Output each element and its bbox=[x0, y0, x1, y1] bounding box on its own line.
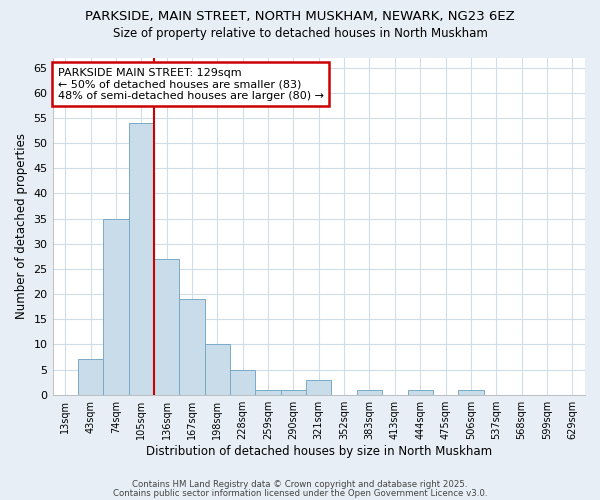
Bar bbox=[281, 390, 306, 394]
Bar bbox=[179, 299, 205, 394]
Text: Size of property relative to detached houses in North Muskham: Size of property relative to detached ho… bbox=[113, 28, 487, 40]
Text: PARKSIDE, MAIN STREET, NORTH MUSKHAM, NEWARK, NG23 6EZ: PARKSIDE, MAIN STREET, NORTH MUSKHAM, NE… bbox=[85, 10, 515, 23]
Bar bbox=[256, 390, 281, 394]
Text: Contains HM Land Registry data © Crown copyright and database right 2025.: Contains HM Land Registry data © Crown c… bbox=[132, 480, 468, 489]
Bar bbox=[103, 218, 128, 394]
Bar bbox=[230, 370, 256, 394]
Bar bbox=[458, 390, 484, 394]
Y-axis label: Number of detached properties: Number of detached properties bbox=[15, 133, 28, 319]
Bar bbox=[154, 259, 179, 394]
Text: PARKSIDE MAIN STREET: 129sqm
← 50% of detached houses are smaller (83)
48% of se: PARKSIDE MAIN STREET: 129sqm ← 50% of de… bbox=[58, 68, 324, 101]
Bar bbox=[357, 390, 382, 394]
Bar bbox=[306, 380, 331, 394]
Text: Contains public sector information licensed under the Open Government Licence v3: Contains public sector information licen… bbox=[113, 489, 487, 498]
Bar bbox=[205, 344, 230, 395]
X-axis label: Distribution of detached houses by size in North Muskham: Distribution of detached houses by size … bbox=[146, 444, 492, 458]
Bar bbox=[407, 390, 433, 394]
Bar bbox=[78, 360, 103, 394]
Bar bbox=[128, 123, 154, 394]
